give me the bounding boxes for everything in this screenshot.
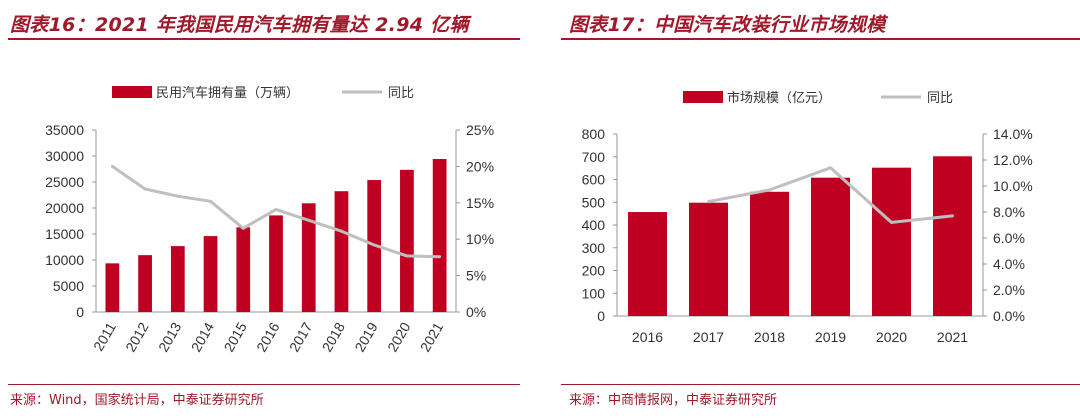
x-tick-label: 2016 — [632, 329, 663, 345]
bar — [203, 236, 218, 312]
x-tick-label: 2011 — [90, 319, 119, 353]
y-tick-label-left: 5000 — [53, 278, 84, 294]
x-tick-label: 2017 — [693, 329, 724, 345]
y-tick-label-left: 25000 — [45, 174, 84, 190]
bar — [138, 255, 152, 312]
x-tick-label: 2016 — [253, 319, 283, 354]
yoy-point — [274, 207, 278, 211]
figure-16-title-rule — [8, 38, 520, 40]
legend-bar-label: 民用汽车拥有量（万辆） — [156, 85, 299, 101]
figure-16-title: 图表16：2021 年我国民用汽车拥有量达 2.94 亿辆 — [10, 14, 469, 36]
yoy-point — [241, 226, 245, 230]
y-tick-label-left: 400 — [582, 217, 606, 233]
y-tick-label-left: 700 — [582, 149, 606, 165]
figure-17-title-rule — [561, 38, 1080, 40]
x-tick-label: 2017 — [286, 319, 316, 354]
bar — [105, 263, 120, 312]
bar — [932, 156, 973, 316]
x-tick-label: 2018 — [754, 329, 785, 345]
yoy-point — [768, 188, 771, 192]
y-tick-label-right: 0% — [466, 304, 486, 320]
yoy-point — [890, 220, 893, 224]
bar — [871, 167, 912, 316]
x-tick-label: 2020 — [384, 319, 414, 354]
yoy-point — [143, 187, 147, 191]
y-tick-label-left: 20000 — [45, 200, 84, 216]
x-tick-label: 2018 — [319, 319, 349, 354]
bar — [301, 203, 316, 312]
legend-line-label: 同比 — [388, 86, 414, 101]
yoy-point — [209, 199, 213, 203]
y-tick-label-right: 15% — [466, 195, 494, 211]
bar — [400, 169, 414, 312]
y-tick-label-left: 35000 — [45, 122, 84, 138]
yoy-point — [307, 218, 311, 222]
x-tick-label: 2019 — [815, 329, 846, 345]
figure-16-footer-rule — [8, 384, 520, 385]
y-tick-label-right: 0.0% — [993, 308, 1025, 324]
y-tick-label-left: 500 — [582, 194, 606, 210]
legend-line-label: 同比 — [927, 91, 953, 106]
x-tick-label: 2021 — [417, 319, 447, 354]
yoy-point — [176, 194, 180, 198]
y-tick-label-left: 600 — [582, 172, 606, 188]
y-tick-label-right: 12.0% — [993, 152, 1033, 168]
x-tick-label: 2021 — [937, 329, 968, 345]
legend-bar-swatch — [112, 86, 152, 98]
figure-17-panel: 图表17：中国汽车改装行业市场规模 0 100 200 300 400 500 600 700… — [553, 0, 1080, 419]
yoy-point — [339, 229, 343, 233]
y-tick-label-left: 10000 — [45, 252, 84, 268]
y-tick-label-right: 2.0% — [993, 282, 1025, 298]
y-tick-label-left: 0 — [76, 304, 84, 320]
y-tick-label-left: 300 — [582, 240, 606, 256]
y-tick-label-right: 14.0% — [993, 126, 1033, 142]
y-tick-label-left: 200 — [582, 263, 606, 279]
bar — [334, 191, 349, 312]
yoy-point — [707, 200, 710, 204]
yoy-point — [438, 255, 442, 259]
y-tick-label-left: 0 — [597, 308, 605, 324]
legend-bar-swatch — [683, 91, 723, 103]
yoy-point — [951, 214, 954, 218]
y-tick-label-right: 10.0% — [993, 178, 1033, 194]
y-tick-label-right: 25% — [466, 122, 494, 138]
bar — [627, 212, 668, 316]
y-tick-label-left: 15000 — [45, 226, 84, 242]
figure-17-title: 图表17：中国汽车改装行业市场规模 — [569, 14, 886, 36]
legend-bar-label: 市场规模（亿元） — [727, 90, 831, 106]
yoy-point — [372, 243, 376, 247]
y-tick-label-left: 800 — [582, 126, 606, 142]
yoy-point — [405, 254, 409, 258]
x-tick-label: 2013 — [155, 319, 185, 354]
bar — [236, 227, 251, 312]
x-tick-label: 2015 — [220, 319, 250, 354]
y-tick-label-right: 20% — [466, 158, 494, 174]
bar — [688, 202, 729, 316]
y-tick-label-right: 10% — [466, 231, 494, 247]
y-tick-label-right: 4.0% — [993, 256, 1025, 272]
figure-17-footer-rule — [561, 384, 1080, 385]
y-tick-label-right: 5% — [466, 268, 486, 284]
figure-16-panel: 图表16：2021 年我国民用汽车拥有量达 2.94 亿辆 0 5000 10000… — [0, 0, 520, 419]
x-tick-label: 2014 — [188, 319, 218, 354]
bar — [269, 215, 283, 312]
y-tick-label-left: 30000 — [45, 148, 84, 164]
bar — [432, 159, 447, 312]
yoy-point — [110, 164, 114, 168]
x-tick-label: 2019 — [351, 319, 381, 354]
bar — [749, 191, 790, 316]
figure-16-source: 来源：Wind，国家统计局，中泰证券研究所 — [10, 393, 264, 408]
yoy-point — [829, 166, 832, 170]
x-tick-label: 2020 — [876, 329, 907, 345]
bar — [170, 246, 185, 312]
bar — [810, 177, 851, 316]
figure-16-chart: 0 5000 10000 15000 20000 25000 30000 35000 0% 5% 1… — [45, 85, 494, 354]
figure-17-chart: 0 100 200 300 400 500 600 700 800 0.0% 2.0% 4.0% 6.0… — [582, 90, 1033, 345]
x-tick-label: 2012 — [122, 319, 152, 354]
figure-17-source: 来源：中商情报网，中泰证券研究所 — [569, 393, 778, 408]
y-tick-label-left: 100 — [582, 285, 606, 301]
y-tick-label-right: 8.0% — [993, 204, 1025, 220]
y-tick-label-right: 6.0% — [993, 230, 1025, 246]
